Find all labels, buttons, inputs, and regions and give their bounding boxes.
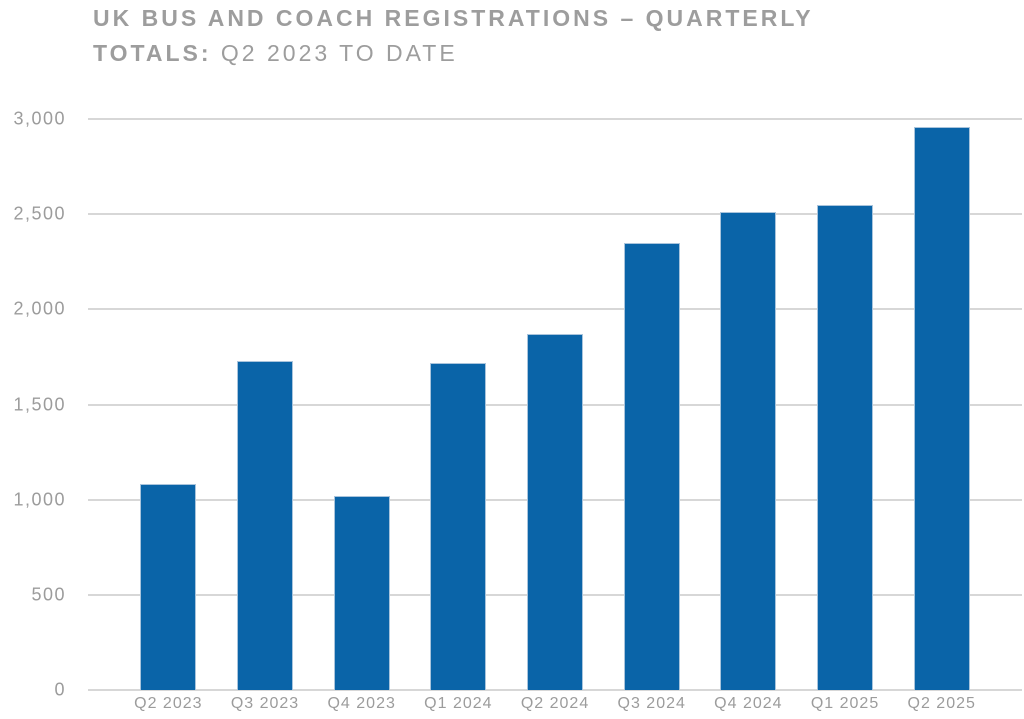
x-tick-label: Q2 2025 — [907, 695, 976, 712]
x-tick-label: Q3 2024 — [617, 695, 686, 712]
bar-q3-2023 — [237, 360, 293, 690]
chart-title-line2-bold: TOTALS: — [93, 40, 212, 66]
gridline — [88, 308, 1022, 311]
bar-q4-2023 — [333, 495, 390, 690]
y-axis: 0 500 1,000 1,500 2,000 2,500 3,000 — [0, 109, 66, 700]
x-tick-label: Q1 2024 — [424, 695, 493, 712]
y-tick-label: 2,500 — [13, 203, 66, 224]
bar-q1-2025 — [817, 204, 874, 690]
gridline — [88, 689, 1022, 691]
bar-q1-2024 — [430, 362, 487, 690]
y-tick-label: 500 — [31, 584, 66, 605]
y-tick-label: 0 — [54, 679, 66, 700]
bar-slot — [217, 119, 314, 690]
chart-title-line1: UK BUS AND COACH REGISTRATIONS – QUARTER… — [93, 5, 814, 31]
bar-slot — [893, 119, 990, 690]
chart-title-line2-rest: Q2 2023 TO DATE — [211, 40, 458, 66]
x-tick-label: Q4 2024 — [714, 695, 783, 712]
bar-slot — [700, 119, 797, 690]
bar-slot — [410, 119, 507, 690]
bar-q2-2025 — [913, 126, 970, 690]
bar-q3-2024 — [623, 242, 680, 690]
bar-slot — [507, 119, 604, 690]
x-axis: Q2 2023 Q3 2023 Q4 2023 Q1 2024 Q2 2024 Q3 20… — [88, 695, 1022, 713]
bar-slot — [603, 119, 700, 690]
x-tick-label: Q2 2023 — [134, 695, 203, 712]
x-tick-label: Q3 2023 — [230, 695, 300, 712]
chart-title: UK BUS AND COACH REGISTRATIONS – QUARTER… — [93, 1, 814, 71]
plot-area — [88, 118, 1022, 691]
x-tick-label: Q2 2024 — [520, 695, 590, 712]
bar-slot — [313, 119, 410, 690]
bar-slot — [120, 119, 217, 690]
y-tick-label: 3,000 — [13, 108, 66, 129]
y-tick-label: 2,000 — [13, 298, 66, 319]
y-tick-label: 1,000 — [13, 489, 66, 510]
x-tick-label: Q4 2023 — [327, 695, 396, 712]
bar-q4-2024 — [720, 212, 777, 690]
bar-slot — [797, 119, 894, 690]
chart-title-line2: TOTALS: Q2 2023 TO DATE — [93, 36, 814, 71]
x-tick-label: Q1 2025 — [810, 695, 880, 712]
gridline — [88, 213, 1022, 216]
bar-q2-2024 — [527, 334, 584, 690]
y-tick-label: 1,500 — [13, 394, 66, 414]
bars-row — [88, 119, 1022, 690]
bar-q2-2023 — [140, 484, 197, 690]
gridline — [88, 118, 1022, 120]
